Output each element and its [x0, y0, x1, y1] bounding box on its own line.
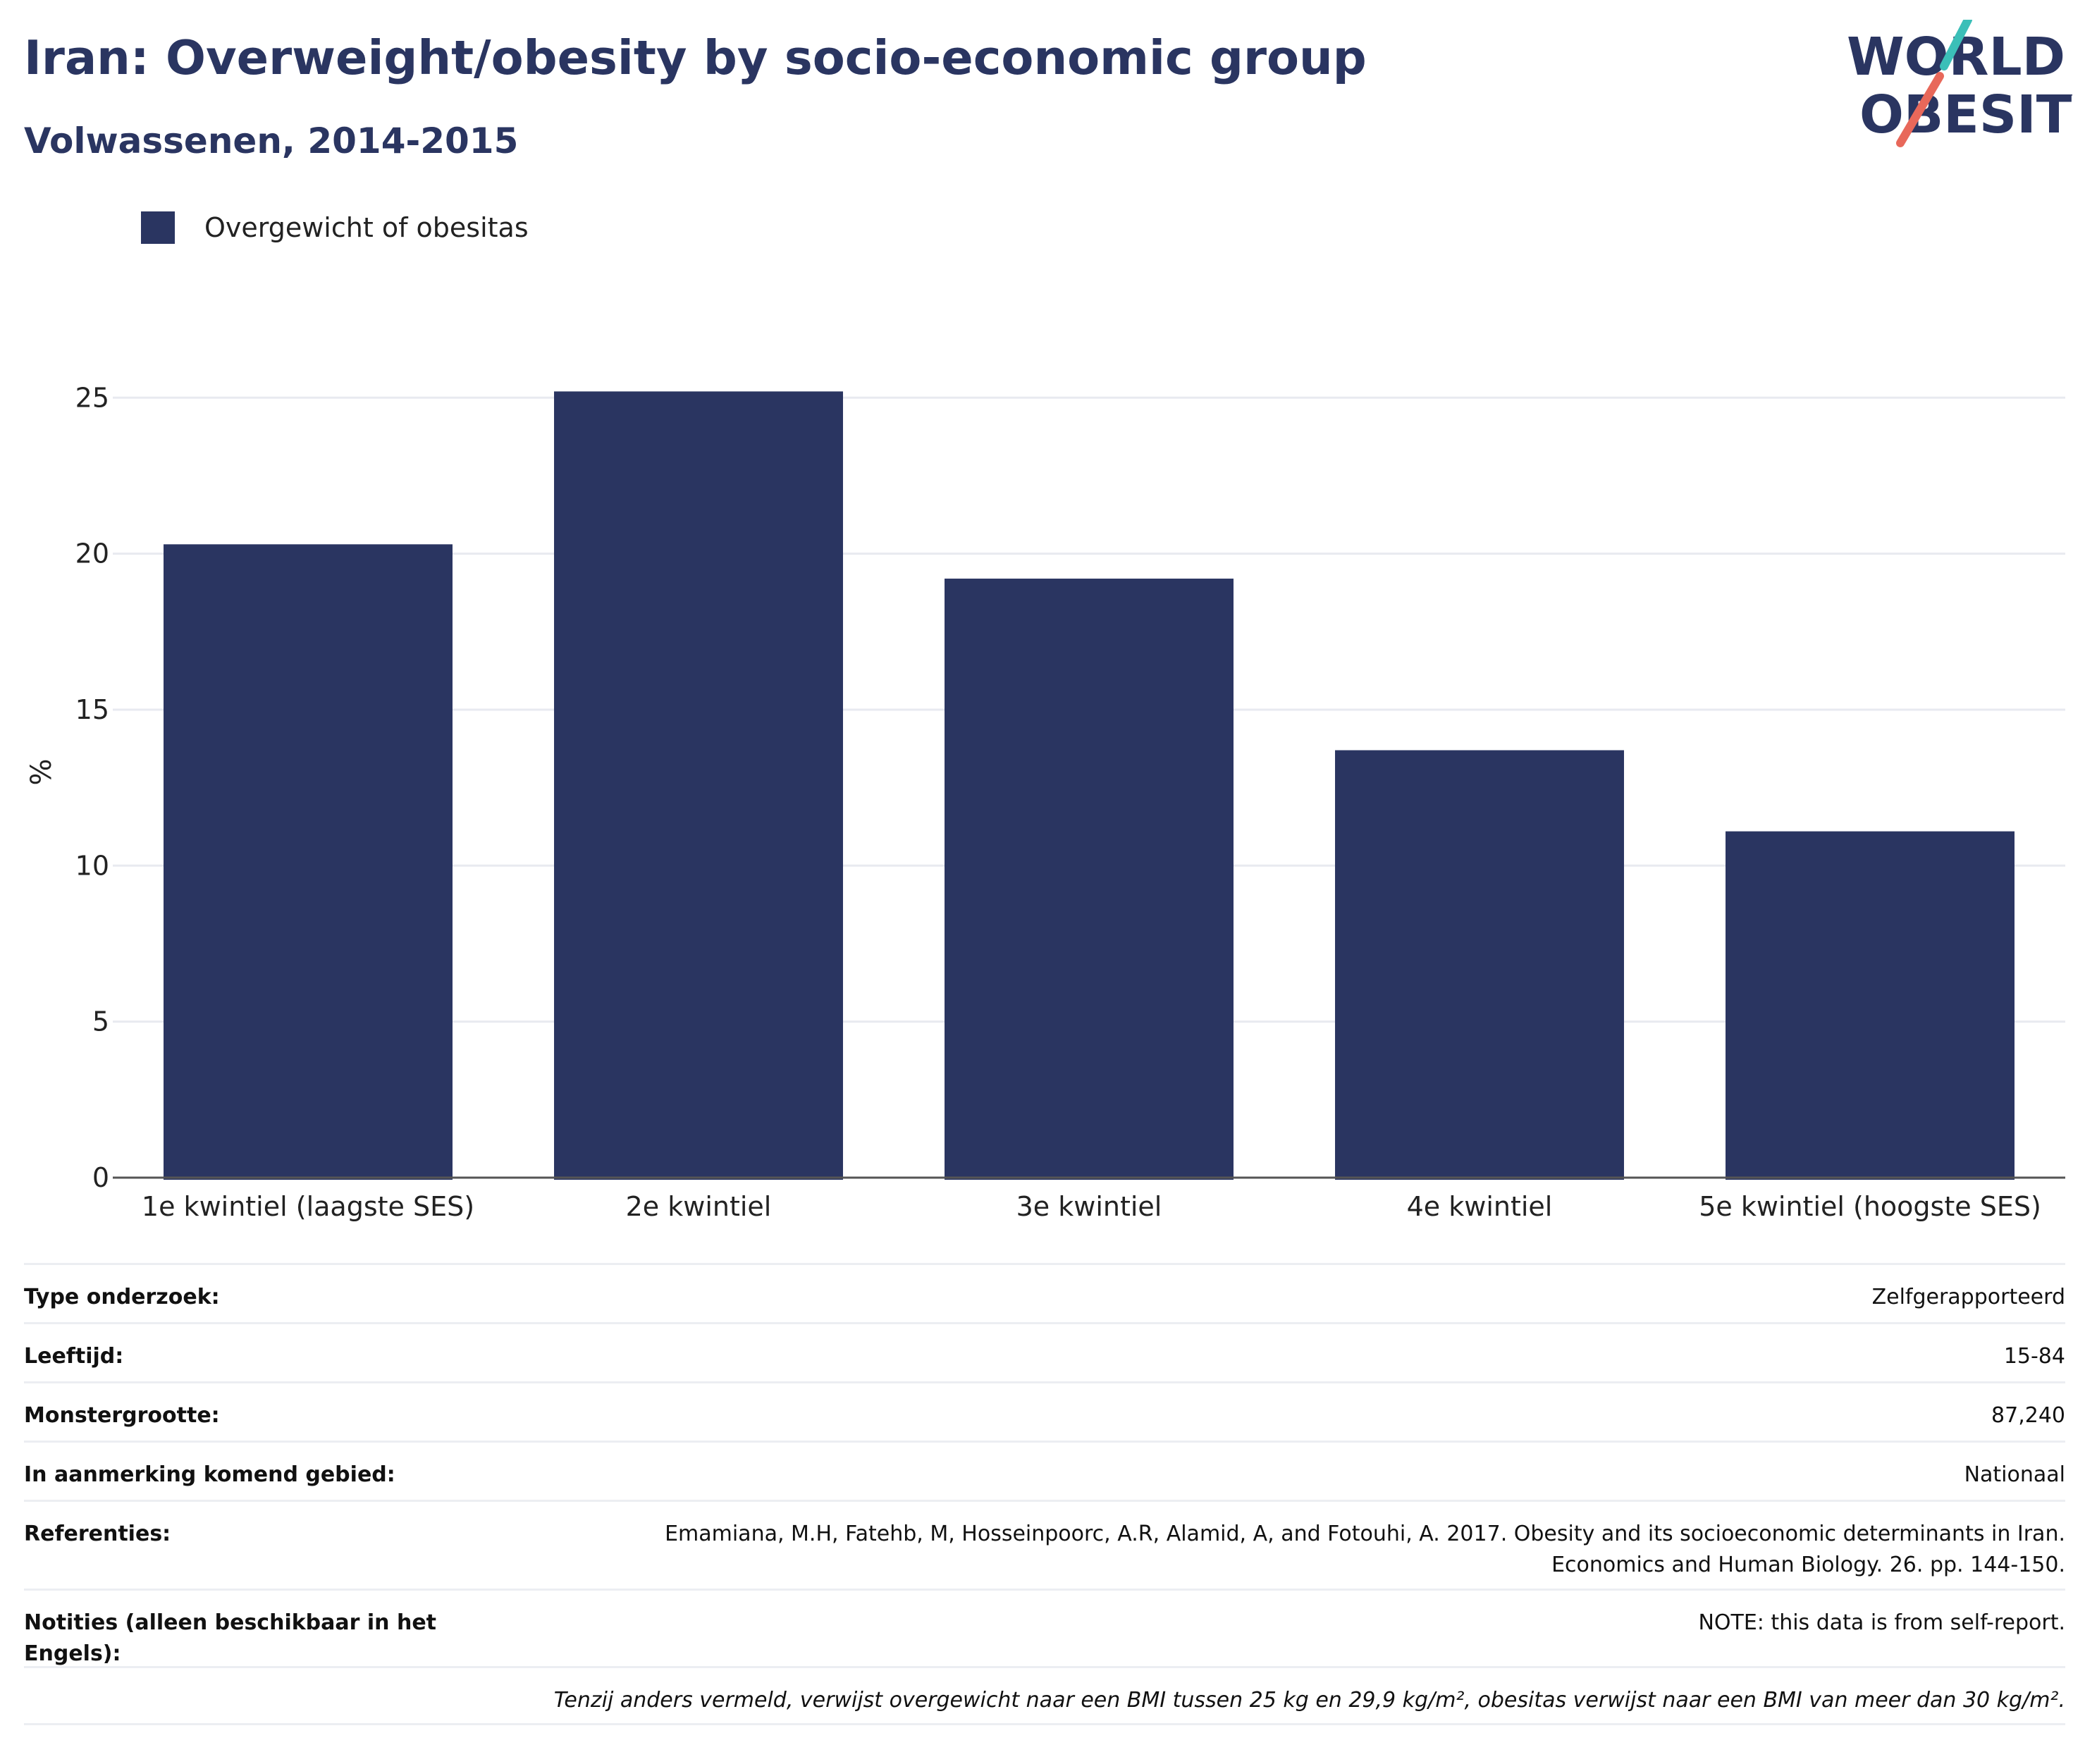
- footnote: Tenzij anders vermeld, verwijst overgewi…: [553, 1688, 2065, 1713]
- y-tick-label: 0: [92, 1162, 109, 1193]
- world-obesity-logo: WORLD OBESITY: [1847, 20, 2072, 147]
- x-tick-label: 4e kwintiel: [1407, 1191, 1553, 1222]
- metadata-key: Referenties:: [24, 1522, 171, 1546]
- metadata-key: In aanmerking komend gebied:: [24, 1462, 395, 1487]
- y-axis-label: %: [25, 758, 58, 785]
- metadata-value: 15-84: [2003, 1344, 2065, 1369]
- x-tick-label: 5e kwintiel (hoogste SES): [1699, 1191, 2041, 1222]
- legend-label: Overgewicht of obesitas: [204, 212, 529, 243]
- x-tick-label: 3e kwintiel: [1016, 1191, 1162, 1222]
- chart-legend[interactable]: Overgewicht of obesitas: [141, 211, 529, 244]
- metadata-key: Notities (alleen beschikbaar in het Enge…: [24, 1610, 437, 1666]
- bar[interactable]: [164, 544, 453, 1180]
- metadata-row: Type onderzoek: Zelfgerapporteerd: [24, 1263, 2065, 1322]
- metadata-key: Type onderzoek:: [24, 1285, 220, 1309]
- metadata-table: Type onderzoek: Zelfgerapporteerd Leeftijd…: [24, 1263, 2065, 1725]
- metadata-row: Notities (alleen beschikbaar in het Enge…: [24, 1589, 2065, 1666]
- metadata-row: Monstergrootte: 87,240: [24, 1381, 2065, 1441]
- legend-swatch: [141, 211, 175, 244]
- y-tick-label: 5: [92, 1006, 109, 1037]
- bar[interactable]: [945, 579, 1234, 1180]
- y-tick-label: 25: [75, 382, 109, 413]
- x-tick-label: 1e kwintiel (laagste SES): [142, 1191, 474, 1222]
- y-tick-label: 10: [75, 850, 109, 881]
- logo-line-obesity: OBESITY: [1859, 85, 2072, 145]
- metadata-value: 87,240: [1991, 1403, 2065, 1428]
- metadata-value: NOTE: this data is from self-report.: [1698, 1610, 2065, 1635]
- bar[interactable]: [1726, 831, 2015, 1180]
- chart-title: Iran: Overweight/obesity by socio-econom…: [24, 30, 1367, 85]
- bar-chart: 0 5 10 15 20 25 1e kwintiel (laagste SES) 2e k…: [25, 382, 2065, 1222]
- bar[interactable]: [1335, 750, 1624, 1180]
- metadata-row: Referenties: Emamiana, M.H, Fatehb, M, Ho…: [24, 1500, 2065, 1589]
- metadata-value: Emamiana, M.H, Fatehb, M, Hosseinpoorc, …: [665, 1522, 2065, 1577]
- logo-slash-bottom: [1896, 72, 1944, 147]
- metadata-key: Monstergrootte:: [24, 1403, 220, 1428]
- logo-slash-top: [1940, 20, 1972, 70]
- chart-subtitle: Volwassenen, 2014-2015: [24, 121, 519, 161]
- metadata-value: Zelfgerapporteerd: [1871, 1285, 2065, 1309]
- metadata-value: Nationaal: [1964, 1462, 2065, 1487]
- footnote-row: Tenzij anders vermeld, verwijst overgewi…: [24, 1666, 2065, 1725]
- x-tick-label: 2e kwintiel: [626, 1191, 772, 1222]
- y-tick-label: 20: [75, 538, 109, 569]
- metadata-key: Leeftijd:: [24, 1344, 124, 1369]
- y-tick-label: 15: [75, 694, 109, 725]
- metadata-row: Leeftijd: 15-84: [24, 1322, 2065, 1381]
- bar[interactable]: [554, 391, 843, 1180]
- metadata-row: In aanmerking komend gebied: Nationaal: [24, 1441, 2065, 1500]
